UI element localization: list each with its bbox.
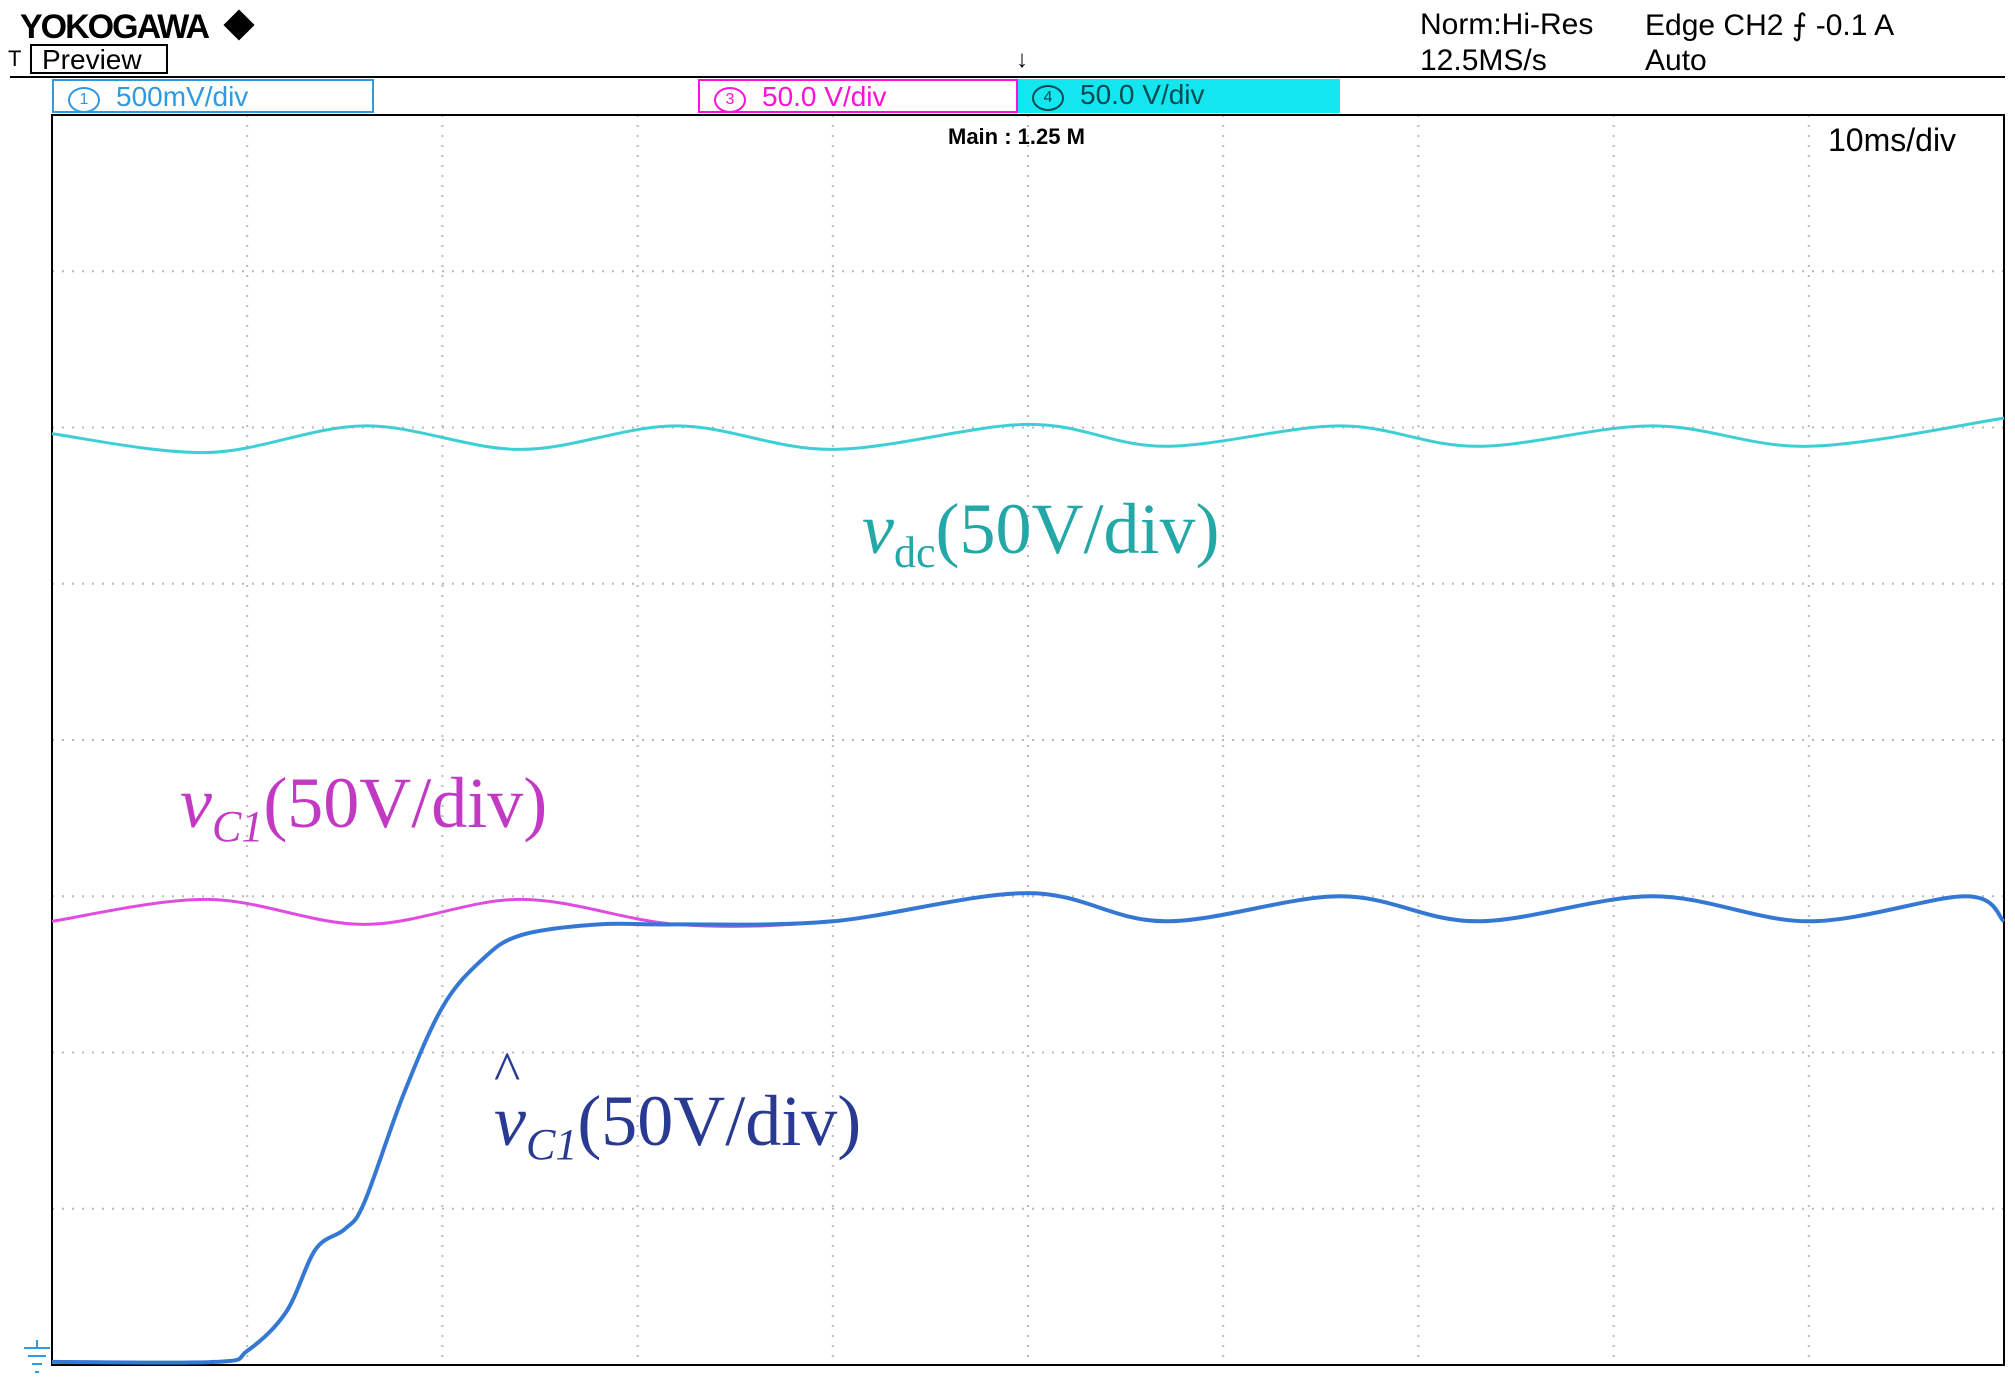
acquisition-mode: Norm:Hi-Res (1420, 8, 1594, 41)
trace-series-1 (51, 416, 2005, 455)
channel-scale-text: 500mV/div (116, 81, 249, 112)
ground-marker-icon (24, 1340, 50, 1373)
channel-number-badge: 4 (1032, 85, 1064, 111)
channel-3-scale[interactable]: 3 50.0 V/div (698, 79, 1018, 113)
trace-series-2 (51, 891, 2006, 928)
record-length: Main : 1.25 M (948, 124, 1085, 149)
vc1-symbol: v (180, 763, 212, 843)
vc1-hat-symbol: v (494, 1081, 526, 1161)
hat-accent: ^ (494, 1041, 521, 1103)
trigger-mode: Auto (1645, 44, 1707, 77)
vdc-unit: (50V/div) (935, 489, 1220, 569)
vc1-hat-label: ^ vC1(50V/div) (494, 1041, 862, 1167)
header-divider (10, 76, 2005, 78)
channel-number-badge: 3 (714, 87, 746, 113)
vdc-symbol: v (862, 489, 894, 569)
channel-number-badge: 1 (68, 87, 100, 113)
vdc-label: vdc(50V/div) (862, 488, 1220, 575)
plot-frame (51, 114, 2005, 1366)
vc1-hat-subscript: C1 (525, 1120, 578, 1169)
trigger-marker: T (8, 46, 22, 71)
channel-4-scale[interactable]: 4 50.0 V/div (1018, 79, 1340, 113)
channel-scale-text: 50.0 V/div (762, 81, 887, 112)
graticule-grid (52, 115, 2004, 1365)
vdc-subscript: dc (893, 528, 936, 577)
sample-rate: 12.5MS/s (1420, 44, 1547, 77)
timebase: 10ms/div (1828, 122, 1957, 158)
brand-logo: YOKOGAWA (20, 8, 210, 46)
trace-series-3 (51, 891, 2006, 1365)
vc1-unit: (50V/div) (263, 763, 548, 843)
channel-scale-text: 50.0 V/div (1080, 79, 1205, 110)
channel-1-scale[interactable]: 1 500mV/div (52, 79, 374, 113)
vc1-label: vC1(50V/div) (180, 762, 548, 849)
preview-label: Preview (30, 44, 168, 74)
trigger-position-icon: ↓ (1016, 46, 1028, 73)
vc1-subscript: C1 (211, 802, 264, 851)
trigger-info: Edge CH2 ⨍ -0.1 A (1645, 9, 1895, 42)
traces (51, 416, 2006, 1365)
vc1-hat-unit: (50V/div) (577, 1081, 862, 1161)
